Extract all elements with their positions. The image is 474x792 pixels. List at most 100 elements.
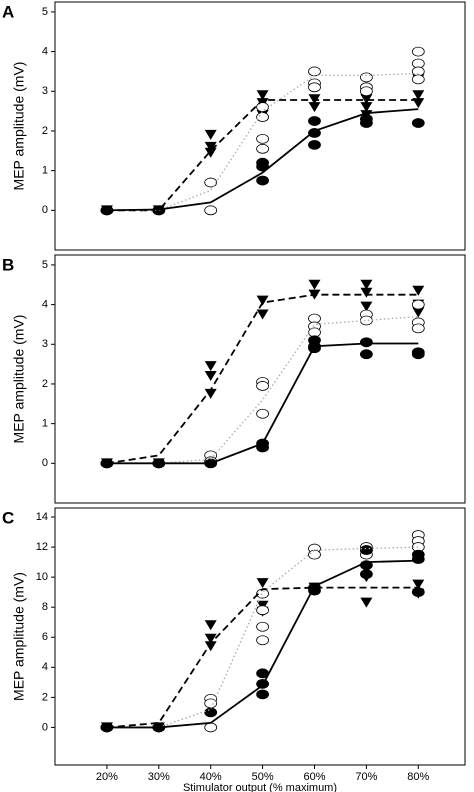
filled-circle-marker — [359, 337, 373, 348]
open-circle-marker — [308, 82, 321, 93]
open-circle-marker — [256, 635, 269, 646]
open-circle-marker — [359, 86, 373, 97]
open-circle-marker — [256, 102, 269, 113]
open-circle-marker — [411, 323, 425, 334]
x-axis-label: Stimulator output (% maximum) — [183, 782, 337, 792]
filled-circle-marker — [411, 349, 425, 360]
panel-label: A — [2, 2, 14, 21]
filled-circle-marker — [308, 116, 321, 126]
triangle-marker — [412, 307, 425, 318]
mean-line — [106, 342, 419, 465]
triangle-marker — [256, 90, 269, 101]
filled-circle-marker — [256, 689, 269, 700]
y-tick-label: 6 — [42, 631, 48, 643]
open-circle-marker — [256, 605, 269, 616]
y-tick-label: 2 — [42, 691, 48, 703]
filled-circle-marker — [359, 349, 373, 360]
y-tick-label: 5 — [42, 259, 48, 271]
triangle-marker — [360, 279, 373, 290]
y-tick-label: 1 — [42, 165, 48, 177]
open-circle-marker — [204, 177, 218, 188]
triangle-marker — [360, 102, 373, 113]
mean-line — [106, 72, 419, 211]
triangle-marker — [256, 578, 269, 589]
y-tick-label: 4 — [42, 46, 48, 58]
y-axis-label: MEP amplitude (mV) — [11, 315, 27, 444]
open-circle-marker — [204, 722, 218, 733]
triangle-marker — [308, 102, 321, 113]
open-circle-marker — [411, 46, 425, 57]
y-tick-label: 14 — [36, 511, 48, 523]
mean-line — [106, 108, 419, 212]
triangle-marker — [204, 633, 217, 644]
x-tick-label: 50% — [252, 771, 274, 783]
open-circle-marker — [308, 66, 321, 77]
open-circle-marker — [204, 205, 218, 216]
y-tick-label: 3 — [42, 338, 48, 350]
open-circle-marker — [411, 299, 425, 310]
filled-circle-marker — [359, 569, 373, 580]
y-tick-label: 3 — [42, 85, 48, 97]
y-tick-label: 8 — [42, 601, 48, 613]
open-circle-marker — [256, 133, 269, 144]
x-tick-label: 40% — [200, 771, 222, 783]
filled-circle-marker — [411, 554, 425, 564]
y-axis-label: MEP amplitude (mV) — [11, 572, 27, 701]
open-circle-marker — [256, 143, 269, 154]
triangle-marker — [204, 361, 217, 372]
mean-line — [106, 586, 419, 729]
triangle-marker — [360, 287, 373, 298]
y-tick-label: 0 — [42, 721, 48, 733]
open-circle-marker — [256, 112, 269, 122]
filled-circle-marker — [411, 118, 425, 128]
open-circle-marker — [359, 315, 373, 326]
open-circle-marker — [256, 381, 269, 391]
filled-circle-marker — [204, 707, 218, 718]
y-tick-label: 1 — [42, 418, 48, 430]
plot-frame — [54, 507, 466, 766]
triangle-marker — [204, 147, 217, 158]
triangle-marker — [412, 285, 425, 296]
panel-label: C — [2, 508, 14, 527]
filled-circle-marker — [256, 175, 269, 186]
x-tick-label: 20% — [96, 771, 118, 783]
y-tick-label: 4 — [42, 661, 48, 673]
x-tick-label: 30% — [148, 771, 170, 783]
y-tick-label: 0 — [42, 457, 48, 469]
filled-circle-marker — [308, 343, 321, 354]
triangle-marker — [360, 301, 373, 312]
mean-line — [106, 99, 419, 212]
open-circle-marker — [308, 549, 321, 560]
open-circle-marker — [256, 621, 269, 632]
plot-frame — [54, 254, 466, 504]
triangle-marker — [360, 597, 373, 608]
triangle-marker — [204, 620, 217, 631]
triangle-marker — [308, 279, 321, 290]
triangle-marker — [204, 129, 217, 140]
panel-label: B — [2, 255, 14, 274]
x-tick-label: 60% — [303, 771, 325, 783]
plot-frame — [54, 1, 466, 251]
y-tick-label: 0 — [42, 204, 48, 216]
triangle-marker — [412, 579, 425, 590]
triangle-marker — [204, 641, 217, 652]
filled-circle-marker — [359, 545, 373, 555]
y-tick-label: 5 — [42, 6, 48, 18]
triangle-marker — [204, 371, 217, 382]
filled-circle-marker — [308, 139, 321, 150]
y-axis-label: MEP amplitude (mV) — [11, 62, 27, 191]
open-circle-marker — [359, 72, 373, 83]
y-tick-label: 2 — [42, 378, 48, 390]
triangle-marker — [412, 90, 425, 101]
x-tick-label: 80% — [407, 771, 429, 783]
mean-line — [106, 559, 419, 729]
triangle-marker — [360, 94, 373, 105]
triangle-marker — [204, 141, 217, 152]
open-circle-marker — [256, 408, 269, 419]
filled-circle-marker — [411, 587, 425, 598]
open-circle-marker — [411, 74, 425, 85]
y-tick-label: 12 — [36, 541, 48, 553]
triangle-marker — [256, 309, 269, 320]
filled-circle-marker — [359, 118, 373, 128]
